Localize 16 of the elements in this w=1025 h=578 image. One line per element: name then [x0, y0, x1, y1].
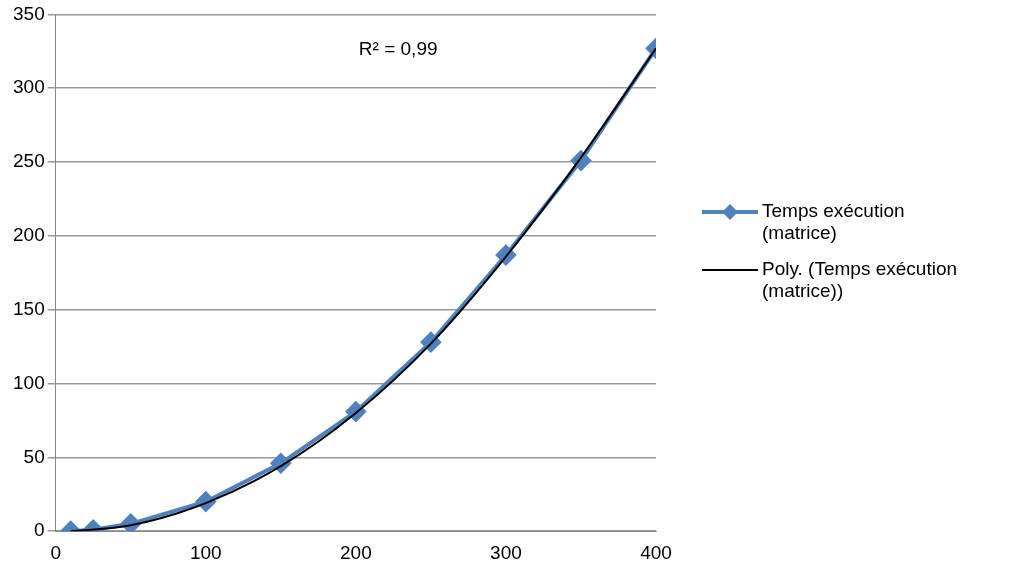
y-tick-label: 50: [23, 445, 45, 467]
y-tick-label: 300: [13, 76, 45, 98]
y-tick-label: 200: [13, 224, 45, 246]
x-tick-label: 200: [340, 541, 372, 563]
y-tick-label: 350: [13, 2, 45, 24]
x-tick-label: 0: [50, 541, 61, 563]
annotation: R² = 0,99: [358, 37, 438, 59]
legend-label: Poly. (Temps exécution (matrice)): [762, 258, 958, 302]
legend-label: Temps exécution (matrice): [762, 200, 906, 244]
x-tick-label: 100: [189, 541, 222, 563]
y-tick-label: 150: [13, 297, 45, 319]
y-tick-label: 100: [13, 371, 45, 393]
y-tick-label: 0: [34, 519, 45, 541]
y-tick-label: 250: [13, 150, 45, 172]
x-tick-label: 400: [640, 541, 672, 563]
x-tick-label: 300: [490, 541, 522, 563]
